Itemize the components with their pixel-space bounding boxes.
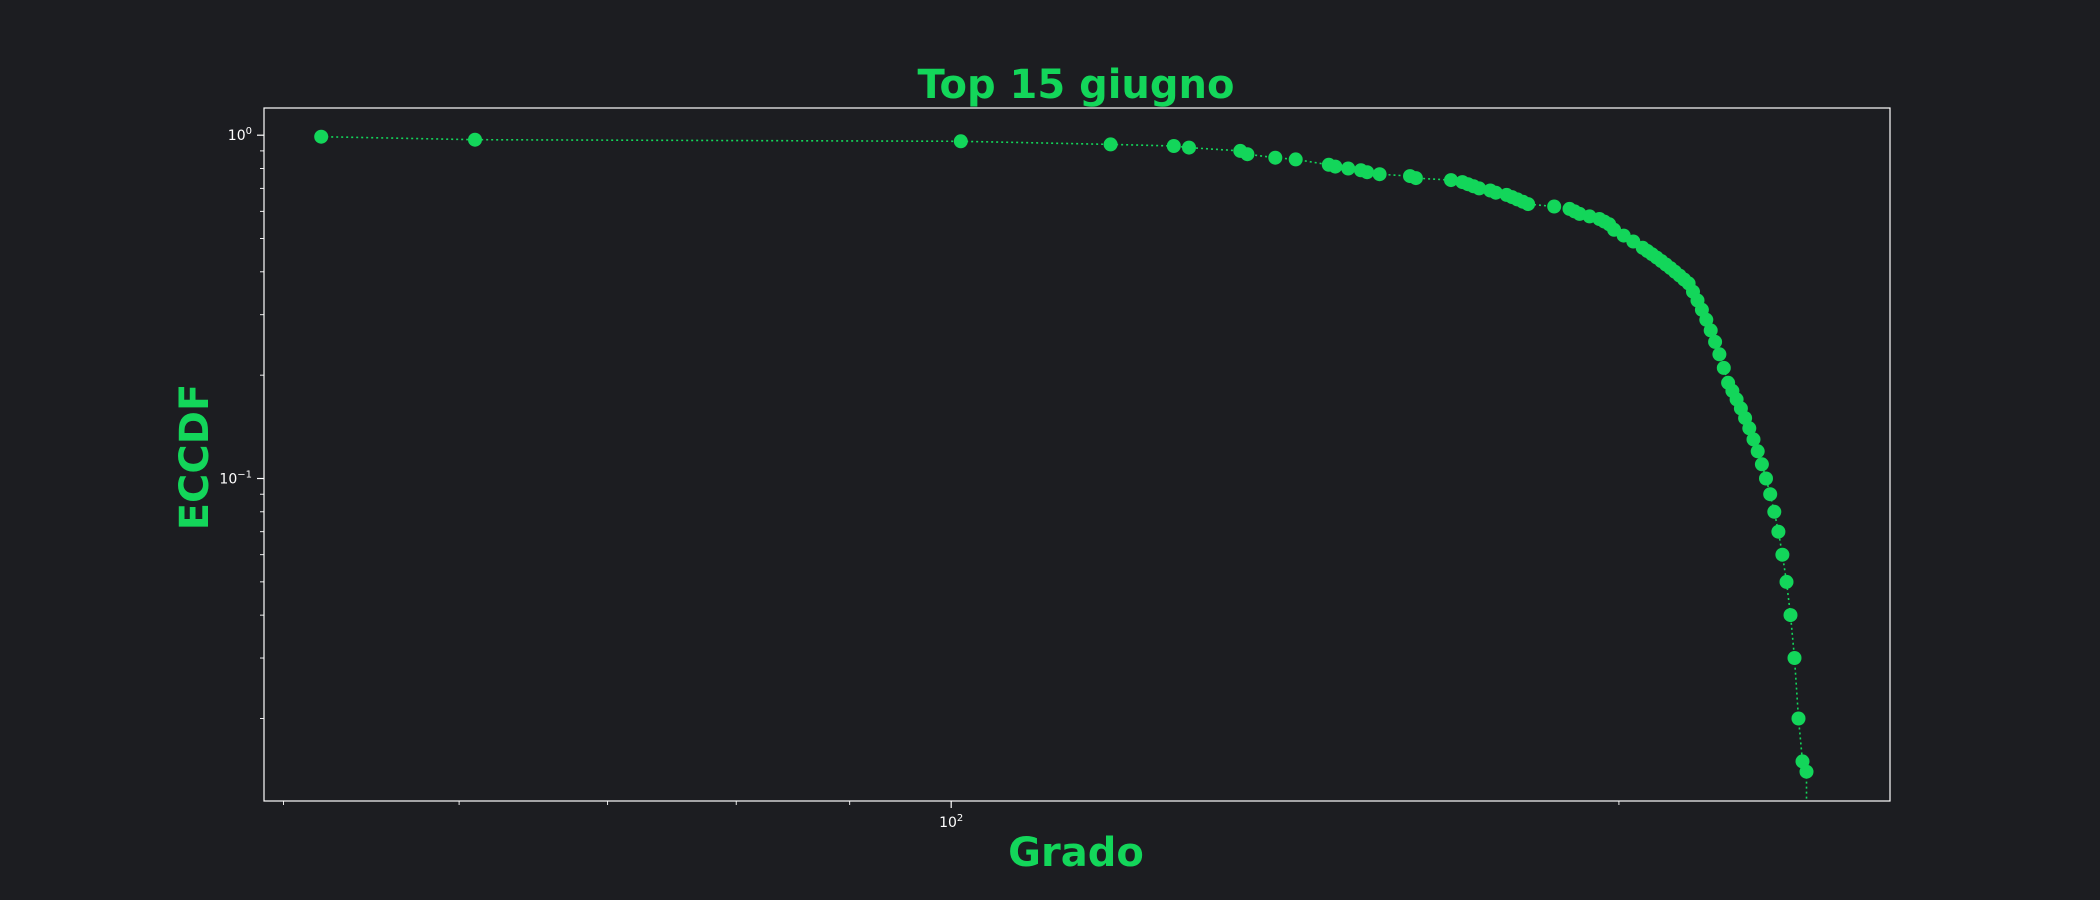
data-point xyxy=(1240,147,1255,162)
data-point xyxy=(1521,197,1536,212)
data-point xyxy=(1783,608,1798,623)
data-point xyxy=(1742,421,1757,436)
x-tick-label: 102 xyxy=(939,813,963,831)
data-point xyxy=(1787,651,1802,665)
data-point xyxy=(1750,444,1765,459)
data-point xyxy=(1328,159,1343,174)
data-point xyxy=(1754,457,1769,472)
data-series xyxy=(314,129,1814,801)
data-point xyxy=(1472,181,1487,196)
plot-area-frame xyxy=(263,107,1891,802)
y-axis-label: ECCDF xyxy=(172,384,218,531)
data-point xyxy=(1699,312,1714,327)
y-tick-base: 10 xyxy=(219,472,237,488)
data-point xyxy=(1799,764,1814,779)
data-point xyxy=(314,129,329,144)
data-point xyxy=(1182,140,1196,155)
data-point xyxy=(1408,171,1423,186)
x-axis-label: Grado xyxy=(1008,830,1144,876)
y-tick-base: 10 xyxy=(228,128,246,144)
x-tick-exponent: 2 xyxy=(957,813,963,824)
data-point xyxy=(1746,432,1761,447)
y-tick-exponent: 0 xyxy=(246,126,252,137)
y-tick-exponent: −1 xyxy=(237,470,252,481)
chart-title: Top 15 giugno xyxy=(917,62,1234,108)
data-point xyxy=(1372,167,1387,182)
data-point xyxy=(1166,139,1181,153)
data-point xyxy=(1703,323,1718,338)
data-point xyxy=(1791,711,1806,726)
data-point xyxy=(1708,334,1723,349)
data-point xyxy=(953,134,968,149)
x-tick-base: 10 xyxy=(939,815,957,831)
data-point xyxy=(1775,547,1790,562)
data-point xyxy=(1268,150,1283,165)
data-point xyxy=(1771,524,1786,539)
data-point xyxy=(1767,504,1782,519)
data-point xyxy=(1444,173,1458,188)
y-tick-label: 10−1 xyxy=(219,470,252,488)
data-point xyxy=(1779,574,1794,589)
data-point xyxy=(1488,185,1503,200)
data-point xyxy=(1716,360,1731,375)
x-ticks-group: 102 xyxy=(283,801,1620,831)
data-point xyxy=(1712,347,1727,362)
data-point xyxy=(1341,161,1356,176)
data-point xyxy=(1288,152,1303,167)
data-point xyxy=(1360,165,1375,180)
data-point xyxy=(1763,487,1778,502)
data-point xyxy=(1759,471,1773,486)
data-point xyxy=(1103,137,1118,152)
data-point xyxy=(468,132,482,147)
data-point xyxy=(1547,199,1562,214)
y-tick-label: 100 xyxy=(228,126,252,144)
